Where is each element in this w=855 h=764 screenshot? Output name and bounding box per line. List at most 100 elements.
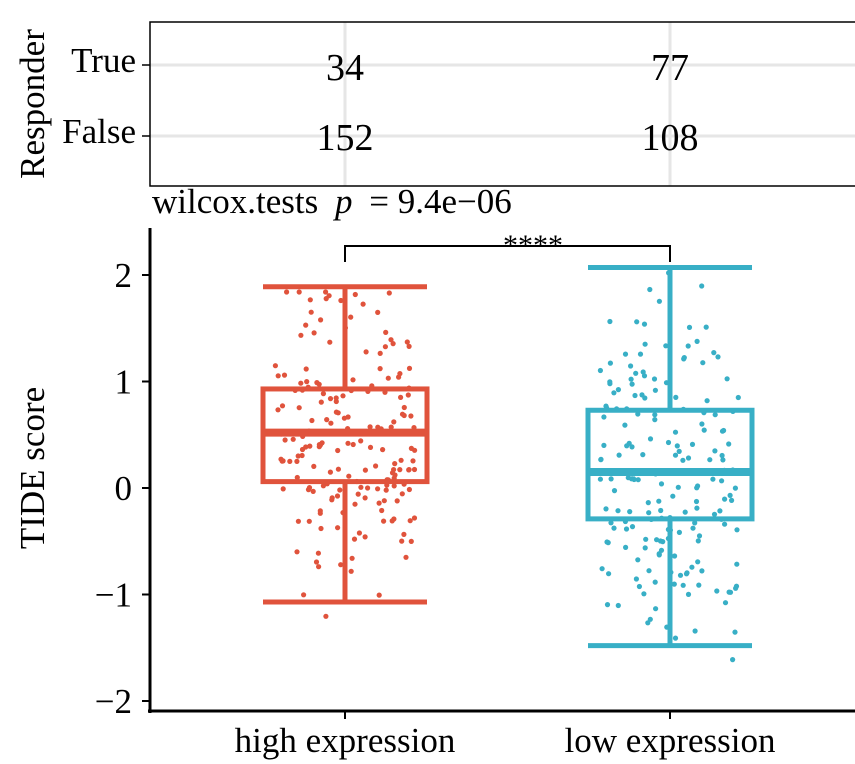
jitter-point — [363, 349, 369, 355]
jitter-point — [696, 533, 703, 539]
jitter-point — [623, 526, 630, 532]
jitter-point — [703, 324, 709, 330]
jitter-point — [671, 581, 677, 587]
jitter-point — [730, 657, 736, 663]
jitter-point — [634, 319, 640, 325]
jitter-point — [681, 355, 687, 361]
jitter-point — [699, 421, 705, 427]
jitter-point — [603, 506, 609, 512]
jitter-point — [303, 322, 309, 328]
jitter-point — [639, 392, 645, 398]
y-tick-label: 0 — [115, 469, 133, 508]
table-cell-false-high: 152 — [317, 117, 374, 159]
jitter-point — [396, 374, 402, 380]
jitter-point — [280, 486, 286, 492]
jitter-point — [663, 343, 669, 349]
jitter-point — [636, 583, 643, 590]
jitter-point — [629, 444, 635, 450]
jitter-point — [376, 592, 382, 598]
jitter-point — [272, 363, 278, 369]
jitter-point — [308, 309, 314, 315]
jitter-point — [313, 559, 320, 565]
jitter-point — [295, 518, 301, 524]
jitter-point — [298, 380, 304, 386]
jitter-point — [399, 491, 405, 497]
jitter-point — [338, 297, 344, 304]
jitter-point — [604, 602, 611, 608]
jitter-point — [377, 350, 383, 356]
jitter-point — [627, 509, 633, 515]
jitter-point — [676, 448, 682, 454]
jitter-point — [404, 339, 410, 345]
jitter-point — [611, 525, 617, 531]
jitter-point — [282, 437, 288, 443]
jitter-point — [673, 394, 679, 400]
jitter-point — [611, 390, 617, 396]
jitter-point — [411, 466, 418, 473]
jitter-point — [411, 515, 418, 521]
jitter-point — [306, 518, 312, 524]
table-cell-true-low: 77 — [651, 47, 689, 89]
jitter-point — [641, 591, 647, 597]
test-name: wilcox.tests — [152, 182, 318, 221]
jitter-point — [685, 343, 691, 349]
jitter-point — [732, 629, 738, 635]
jitter-point — [635, 557, 641, 563]
jitter-point — [635, 477, 641, 483]
jitter-point — [397, 467, 403, 473]
jitter-point — [398, 457, 404, 463]
jitter-point — [672, 635, 679, 641]
jitter-point — [298, 332, 304, 338]
jitter-point — [608, 520, 614, 526]
jitter-point — [294, 549, 300, 555]
jitter-point — [722, 521, 728, 527]
boxplot-panel: TIDE score −2 −1 0 1 2 high expression low ex… — [13, 228, 855, 760]
jitter-point — [316, 442, 322, 448]
jitter-point — [615, 602, 621, 609]
jitter-point — [311, 463, 317, 469]
jitter-point — [303, 366, 309, 372]
jitter-point — [652, 412, 658, 418]
jitter-point — [647, 616, 653, 622]
jitter-point — [315, 550, 321, 556]
jitter-point — [651, 376, 658, 382]
jitter-point — [365, 485, 371, 491]
jitter-point — [601, 442, 607, 448]
jitter-point — [700, 360, 706, 366]
jitter-point — [658, 481, 665, 487]
jitter-point — [616, 452, 622, 458]
jitter-point — [672, 553, 678, 559]
jitter-point — [727, 492, 733, 498]
jitter-point — [720, 457, 726, 463]
jitter-point — [643, 536, 649, 542]
jitter-point — [337, 487, 343, 493]
jitter-point — [275, 373, 281, 379]
jitter-point — [408, 413, 414, 419]
jitter-point — [406, 365, 413, 371]
jitter-point — [722, 496, 728, 502]
jitter-point — [646, 568, 652, 574]
jitter-point — [640, 452, 646, 458]
jitter-point — [597, 367, 604, 374]
jitter-point — [381, 498, 387, 504]
jitter-point — [358, 484, 364, 490]
jitter-point — [318, 399, 324, 405]
jitter-point — [699, 568, 705, 574]
jitter-point — [672, 452, 679, 458]
jitter-point — [629, 381, 635, 387]
jitter-point — [294, 458, 300, 464]
jitter-point — [696, 582, 702, 588]
jitter-point — [606, 571, 612, 577]
jitter-point — [296, 289, 302, 295]
jitter-point — [328, 420, 334, 426]
jitter-point — [633, 370, 639, 376]
jitter-point — [637, 351, 644, 357]
jitter-point — [647, 286, 653, 293]
jitter-point — [690, 525, 696, 531]
jitter-point — [295, 453, 301, 459]
jitter-point — [685, 455, 692, 461]
jitter-point — [714, 588, 720, 594]
jitter-point — [689, 564, 695, 570]
jitter-point — [345, 440, 351, 446]
jitter-point — [735, 394, 741, 401]
